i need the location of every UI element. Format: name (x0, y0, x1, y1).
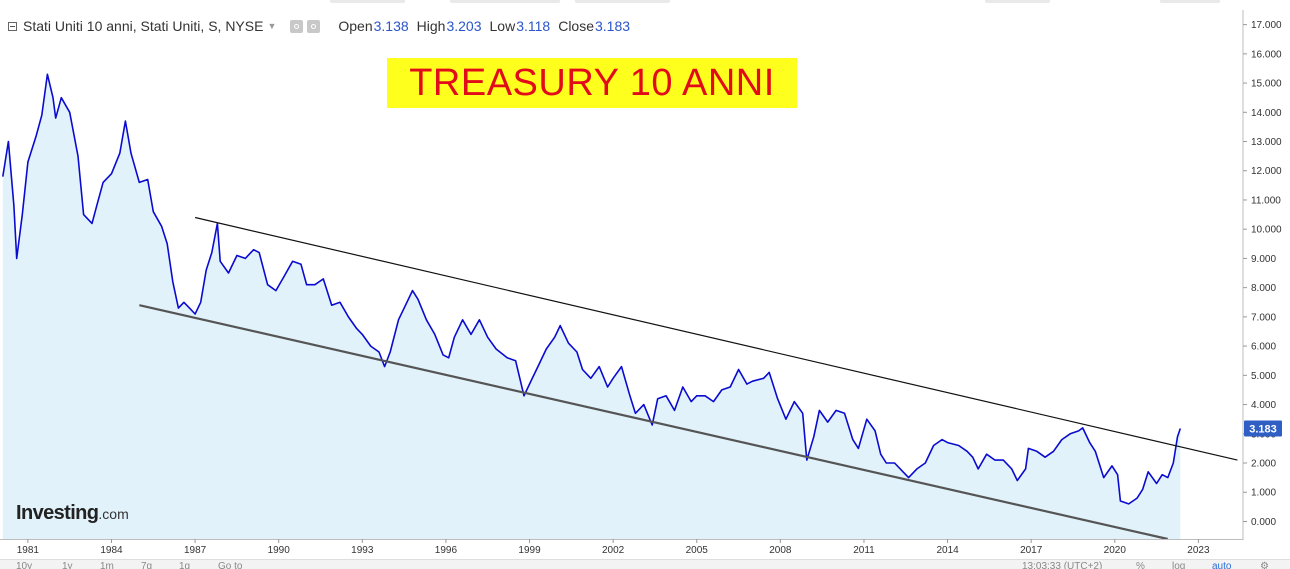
logo-suffix: .com (98, 506, 129, 522)
y-tick-label: 9.000 (1251, 254, 1276, 265)
goto-button[interactable]: Go to (218, 561, 243, 569)
ohlc-high-label: High (416, 18, 446, 34)
ohlc-close-label: Close (558, 18, 594, 34)
x-tick-label: 2020 (1104, 545, 1127, 556)
investing-logo: Investing.com (16, 502, 129, 525)
x-tick-label: 2008 (769, 545, 792, 556)
ohlc-low-value: 3.118 (516, 18, 551, 34)
y-tick-label: 1.000 (1251, 488, 1276, 499)
upper-trendline[interactable] (194, 216, 1238, 461)
y-tick-label: 0.000 (1251, 517, 1276, 528)
y-tick-label: 15.000 (1251, 79, 1282, 90)
chart-annotation-title: TREASURY 10 ANNI (387, 58, 797, 108)
eye-icon[interactable] (290, 19, 304, 33)
x-tick-label: 2023 (1187, 545, 1210, 556)
period-7g-button[interactable]: 7g (141, 561, 153, 569)
ohlc-open-label: Open (338, 18, 373, 34)
period-1g-button[interactable]: 1g (179, 561, 191, 569)
top-tab-strip (0, 0, 1290, 4)
y-tick-label: 10.000 (1251, 225, 1282, 236)
y-tick-label: 2.000 (1251, 459, 1276, 470)
y-tick-label: 8.000 (1251, 283, 1276, 294)
time-readout: 13:03:33 (UTC+2) (1022, 561, 1103, 569)
y-tick-label: 5.000 (1251, 371, 1276, 382)
top-tab[interactable] (1160, 0, 1220, 3)
series-area (2, 74, 1181, 540)
y-tick-label: 12.000 (1251, 166, 1282, 177)
x-tick-label: 1981 (17, 545, 40, 556)
percent-toggle[interactable]: % (1136, 561, 1145, 569)
x-tick-label: 1996 (435, 545, 458, 556)
chevron-down-icon[interactable]: ▼ (267, 21, 277, 31)
x-tick-label: 2017 (1020, 545, 1043, 556)
y-tick-label: 16.000 (1251, 49, 1282, 60)
lower-trendline[interactable] (139, 304, 1168, 541)
bottom-toolbar: 10y 1y 1m 7g 1g Go to 13:03:33 (UTC+2) %… (0, 559, 1290, 569)
period-1y-button[interactable]: 1y (62, 561, 73, 569)
period-10y-button[interactable]: 10y (16, 561, 33, 569)
price-tag-label: 3.183 (1249, 424, 1277, 436)
y-tick-label: 14.000 (1251, 108, 1282, 119)
ohlc-open-value: 3.138 (373, 18, 409, 34)
x-tick-label: 1990 (268, 545, 291, 556)
ohlc-low-label: Low (489, 18, 516, 34)
x-tick-label: 1984 (100, 545, 123, 556)
instrument-name[interactable]: Stati Uniti 10 anni, Stati Uniti, S, NYS… (23, 18, 264, 34)
y-tick-label: 4.000 (1251, 400, 1276, 411)
gear-icon[interactable]: ⚙ (1260, 561, 1269, 569)
x-tick-label: 2014 (936, 545, 959, 556)
series-line (2, 73, 1182, 505)
current-price-tag: 3.183 (1244, 420, 1282, 437)
y-tick-label: 11.000 (1251, 195, 1281, 206)
ohlc-close-value: 3.183 (595, 18, 631, 34)
y-tick-label: 7.000 (1251, 312, 1276, 323)
x-tick-label: 1999 (518, 545, 541, 556)
top-tab[interactable] (330, 0, 405, 3)
x-tick-label: 2005 (686, 545, 709, 556)
x-tick-label: 2002 (602, 545, 625, 556)
collapse-icon[interactable] (8, 21, 17, 31)
ohlc-high-value: 3.203 (446, 18, 482, 34)
top-tab[interactable] (450, 0, 560, 3)
logo-name: Investing (16, 502, 99, 524)
settings-icon[interactable] (307, 19, 321, 33)
x-tick-label: 1993 (351, 545, 374, 556)
log-toggle[interactable]: log (1172, 561, 1186, 569)
y-tick-label: 17.000 (1251, 20, 1282, 31)
price-tag-background (1244, 420, 1282, 437)
top-tab[interactable] (575, 0, 670, 3)
y-tick-label: 6.000 (1251, 342, 1276, 353)
auto-toggle[interactable]: auto (1212, 561, 1232, 569)
top-tab[interactable] (985, 0, 1050, 3)
period-1m-button[interactable]: 1m (100, 561, 114, 569)
chart-legend: Stati Uniti 10 anni, Stati Uniti, S, NYS… (8, 16, 630, 36)
x-tick-label: 1987 (184, 545, 207, 556)
x-tick-label: 2011 (853, 545, 875, 556)
y-tick-label: 13.000 (1251, 137, 1282, 148)
